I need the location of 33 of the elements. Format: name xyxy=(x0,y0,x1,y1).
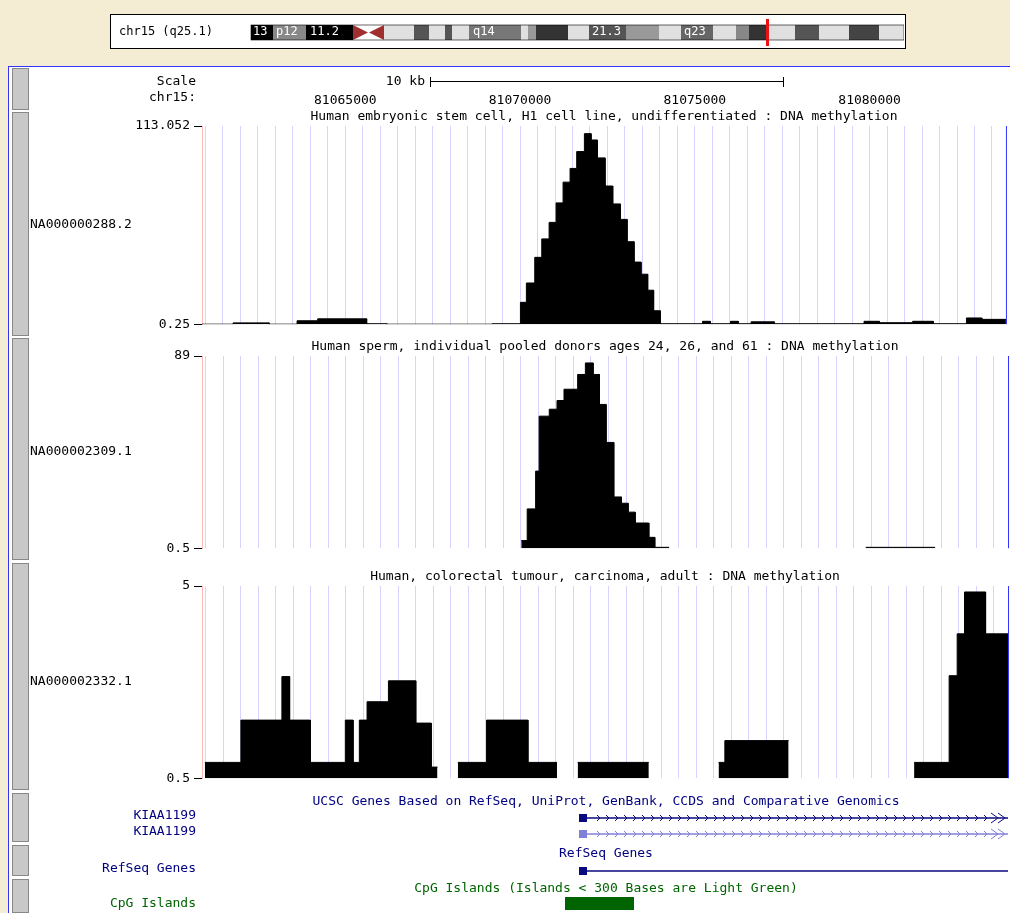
text: 21.3 xyxy=(592,24,621,38)
y-tick-label: 89 xyxy=(174,347,190,363)
y-axis-title: NA000002309.1 xyxy=(30,443,132,459)
y-axis-title: NA000000288.2 xyxy=(30,216,132,232)
y-tick-label: 5 xyxy=(182,577,190,593)
text: q14 xyxy=(473,24,495,38)
text: 11.2 xyxy=(310,24,339,38)
text: Scale xyxy=(156,73,197,89)
y-tick-label: 0.25 xyxy=(158,315,190,331)
text: CpG Islands (Islands < 300 Bases are Light Green) xyxy=(414,880,798,895)
x-tick-label: 81070000 xyxy=(488,91,552,107)
text: RefSeq Genes xyxy=(559,845,653,860)
x-tick-label: 81075000 xyxy=(663,91,727,107)
chart-title: Human, colorectal tumour, carcinoma, adult : DNA methylation xyxy=(370,568,840,584)
text: CpG Islands xyxy=(109,895,196,910)
text: q23 xyxy=(684,24,706,38)
text: KIAA1199 xyxy=(133,823,196,838)
chart-title: Human sperm, individual pooled donors ages 24, 26, and 61 : DNA methylation xyxy=(311,338,899,354)
text: KIAA1199 xyxy=(133,807,196,822)
x-tick-label: 81065000 xyxy=(314,91,377,107)
y-tick-label: 0.5 xyxy=(166,539,190,555)
text: p12 xyxy=(276,24,298,38)
chart-title: Human embryonic stem cell, H1 cell line, undifferentiated : DNA methylation xyxy=(310,108,898,124)
y-tick-label: 113.052 xyxy=(135,117,190,133)
y-axis-title: NA000002332.1 xyxy=(30,673,132,689)
x-tick-label: 81080000 xyxy=(838,91,901,107)
x-axis-title: chr15: xyxy=(149,89,196,105)
text: 10 kb xyxy=(385,73,426,89)
text: RefSeq Genes xyxy=(102,860,196,875)
text: 13 xyxy=(253,24,268,38)
text: UCSC Genes Based on RefSeq, UniProt, GenBank, CCDS and Comparative Genomics xyxy=(312,793,900,808)
text: chr15 (q25.1) xyxy=(119,24,213,38)
y-tick-label: 0.5 xyxy=(166,769,190,785)
